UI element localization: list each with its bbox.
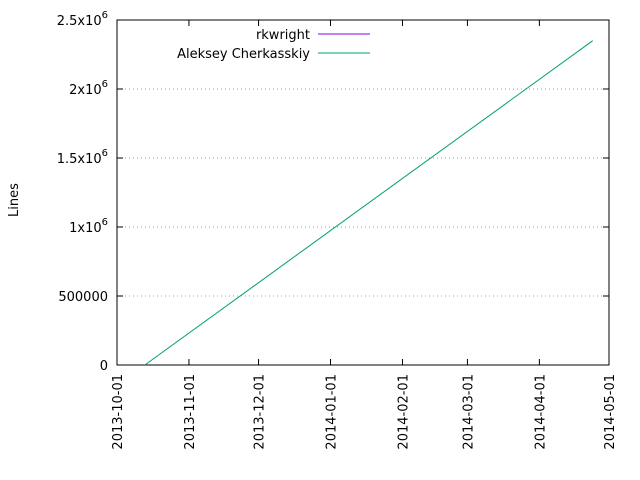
series-lines xyxy=(144,40,594,366)
x-tick-label: 2014-05-01 xyxy=(603,374,618,450)
y-tick-label: 2.5x106 xyxy=(57,10,108,29)
plot-frame xyxy=(116,19,610,366)
y-axis-title: Lines xyxy=(7,183,22,217)
x-tick-labels: 2013-10-01 2013-11-01 2013-12-01 2014-01-01… xyxy=(111,374,618,450)
y-tick-label: 1.5x106 xyxy=(57,148,108,167)
y-tick-labels: 0 500000 1x106 1.5x106 2x106 2.5x106 xyxy=(57,10,108,374)
y-tick-label: 0 xyxy=(100,359,108,374)
legend-label: Aleksey Cherkasskiy xyxy=(177,47,310,62)
grid-lines xyxy=(117,88,609,297)
legend: rkwright Aleksey Cherkasskiy xyxy=(177,28,370,62)
x-tick-label: 2014-03-01 xyxy=(461,374,476,450)
x-tick-label: 2013-11-01 xyxy=(183,374,198,450)
x-tick-label: 2013-12-01 xyxy=(253,374,268,450)
series-line-1 xyxy=(144,40,594,366)
axis-ticks xyxy=(116,19,610,366)
x-tick-label: 2014-02-01 xyxy=(396,374,411,450)
y-tick-label: 500000 xyxy=(58,290,108,305)
x-tick-label: 2013-10-01 xyxy=(111,374,126,450)
x-tick-label: 2014-01-01 xyxy=(325,374,340,450)
y-tick-label: 2x106 xyxy=(69,79,108,98)
x-tick-label: 2014-04-01 xyxy=(533,374,548,450)
y-tick-label: 1x106 xyxy=(69,217,108,236)
legend-label: rkwright xyxy=(256,28,310,43)
